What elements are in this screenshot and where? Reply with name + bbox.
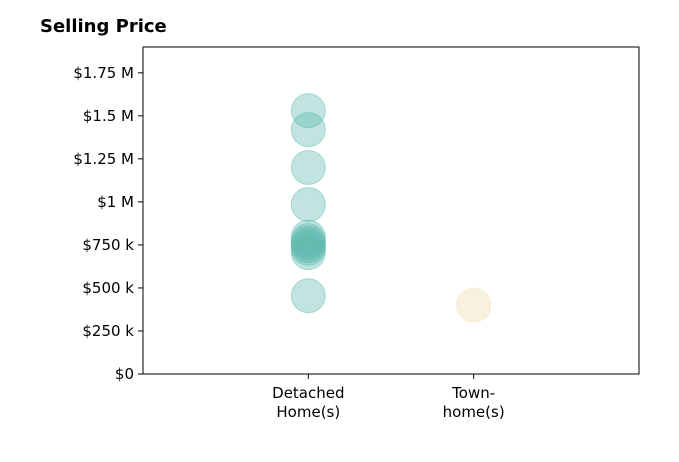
marks-layer [290, 93, 492, 323]
axis-layer: $0 $250 k $500 k $750 k $1 M $1.25 M $1.5 M $1.… [73, 64, 504, 421]
scatter-point [290, 219, 326, 255]
scatter-point [290, 223, 326, 259]
y-tick-label: $500 k [82, 279, 134, 297]
x-category-label: Town- [451, 384, 495, 402]
x-category-label: home(s) [443, 403, 505, 421]
scatter-point [290, 149, 326, 185]
y-tick-label: $1.5 M [83, 107, 134, 125]
x-category-label: Detached [272, 384, 344, 402]
chart-title: Selling Price [40, 16, 167, 37]
scatter-point [290, 225, 326, 261]
scatter-point [290, 228, 326, 264]
scatter-point [290, 186, 326, 222]
scatter-point [290, 278, 326, 314]
y-tick-label: $750 k [82, 236, 134, 254]
x-category-label: Home(s) [276, 403, 340, 421]
y-tick-label: $1.25 M [73, 150, 134, 168]
scatter-point [290, 235, 326, 271]
scatter-point [290, 93, 326, 129]
y-tick-label: $0 [115, 365, 134, 383]
scatter-point [290, 230, 326, 266]
y-tick-label: $1 M [97, 193, 134, 211]
y-tick-label: $1.75 M [73, 64, 134, 82]
plot-frame [142, 46, 640, 375]
y-tick-label: $250 k [82, 322, 134, 340]
scatter-point [290, 112, 326, 148]
scatter-point [456, 287, 492, 323]
